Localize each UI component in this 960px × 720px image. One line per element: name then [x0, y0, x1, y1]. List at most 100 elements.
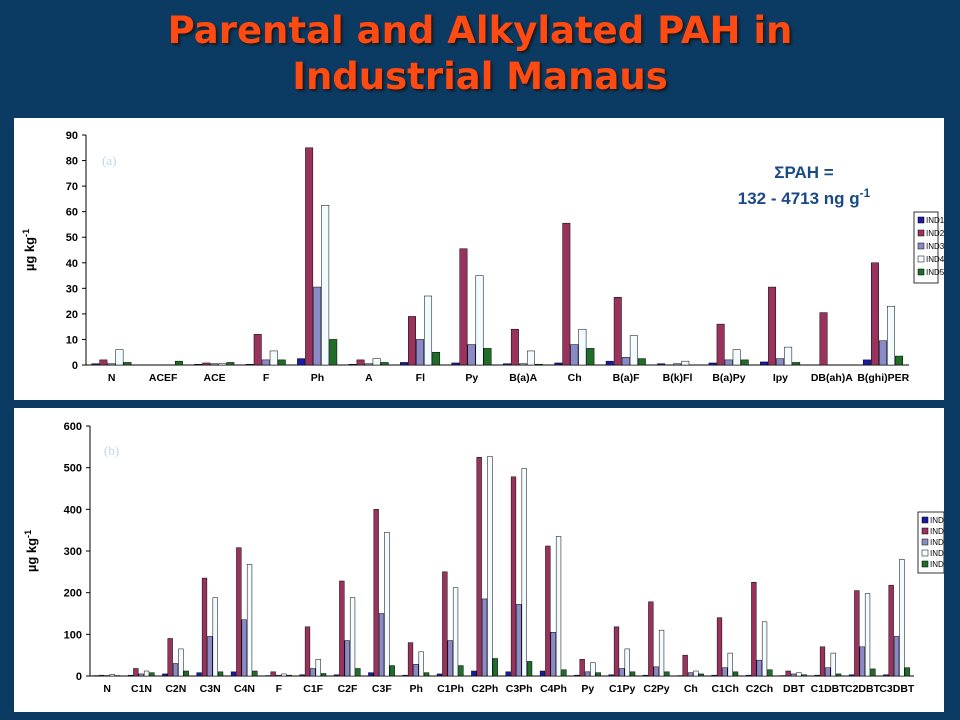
chart-b-ytick-label: 100 [64, 629, 82, 641]
chart-b-bar-ind3 [756, 659, 762, 677]
chart-b-bar-ind2 [373, 509, 379, 677]
chart-b-ytick-label: 300 [64, 546, 82, 558]
chart-a-bar-ind1 [760, 361, 769, 366]
chart-b-bar-ind5 [320, 673, 327, 677]
chart-b-bar-ind4 [830, 652, 836, 677]
chart-a-bar-ind1 [862, 359, 871, 366]
chart-b-bar-ind5 [835, 673, 842, 677]
chart-a-legend-label: IND1 [926, 216, 944, 225]
chart-a-bar-ind4 [578, 328, 587, 366]
chart-b-bar-ind5 [252, 670, 258, 677]
chart-a-category-label: B(k)Fl [663, 372, 693, 384]
chart-a-bar-ind5 [380, 362, 389, 366]
chart-b-bar-ind3 [207, 636, 213, 677]
chart-b-bar-ind5 [492, 658, 498, 677]
chart-b-bar-ind4 [143, 670, 150, 677]
chart-a-category-label: B(ghi)PER [857, 372, 909, 384]
chart-b-ytick-label: 200 [64, 588, 82, 600]
chart-a-bar-ind5 [174, 360, 183, 366]
slide-title-line2: Industrial Manaus [292, 55, 668, 98]
chart-b-bar-ind3 [138, 673, 144, 677]
chart-a-category-label: B(a)F [613, 372, 640, 384]
chart-b-bar-ind2 [133, 668, 139, 677]
chart-a-bar-ind2 [562, 222, 571, 366]
chart-b-bar-ind2 [167, 638, 173, 677]
chart-b-bar-ind3 [275, 674, 282, 677]
chart-b-bar-ind2 [510, 476, 517, 677]
chart-b-bar-ind5 [526, 661, 533, 677]
chart-b-legend: IND1 IND2 IND3 IND4 IND5 [917, 511, 944, 574]
chart-a-bar-ind2 [613, 297, 622, 366]
chart-b-category-label: Ch [684, 683, 698, 695]
chart-a-bar-ind3 [570, 344, 579, 366]
chart-a-bar-ind5 [226, 362, 235, 366]
chart-a-ytick-label: 80 [66, 156, 78, 168]
chart-b-bar-ind3 [893, 636, 900, 677]
chart-b-bar-ind5 [904, 667, 910, 677]
chart-b-bar-ind3 [722, 667, 728, 677]
chart-b-bar-ind1 [162, 673, 168, 677]
chart-b-category-label: C3F [372, 683, 392, 695]
chart-a-bar-ind5 [123, 362, 132, 366]
chart-b-bar-ind3 [859, 646, 865, 677]
chart-b-bar-ind1 [368, 672, 374, 677]
chart-b-bar-ind4 [693, 670, 699, 677]
chart-a-bar-ind5 [895, 355, 903, 366]
chart-a-bar-ind4 [475, 275, 484, 366]
chart-a-ytick-label: 50 [66, 232, 78, 244]
chart-b-category-label: C1DBT [811, 683, 847, 695]
chart-b-bar-ind5 [183, 670, 189, 677]
chart-b-category-label: Ph [409, 683, 422, 695]
chart-b-bar-ind5 [149, 672, 155, 677]
chart-a-bar-ind2 [356, 359, 365, 366]
chart-b-bar-ind5 [664, 671, 670, 677]
chart-a-category-label: B(a)A [509, 372, 537, 384]
chart-a-legend-label: IND5 [926, 268, 944, 277]
chart-a-bar-ind1 [245, 363, 254, 366]
chart-b-bar-ind2 [682, 654, 688, 677]
chart-b-bar-ind5 [767, 669, 773, 677]
chart-b-category-label: C2Py [643, 683, 669, 695]
chart-b-bar-ind1 [402, 674, 408, 677]
chart-b-y-axis-label: µg kg-1 [23, 530, 39, 572]
chart-b-bar-ind4 [452, 587, 459, 677]
chart-b-category-label: C3DBT [879, 683, 915, 695]
chart-b-bar-ind4 [349, 597, 356, 677]
chart-b-bar-ind2 [579, 659, 585, 677]
chart-a-bar-ind2 [253, 334, 262, 366]
chart-b-bar-ind1 [333, 674, 340, 677]
chart-a-bar-ind2 [768, 286, 777, 366]
chart-b-bar-ind2 [442, 571, 448, 677]
chart-a-bar-ind2 [819, 312, 828, 366]
chart-a-bar-ind3 [673, 363, 682, 366]
chart-a-category-label: A [365, 372, 373, 384]
chart-a-bar-ind5 [637, 358, 646, 366]
chart-a-bar-ind3 [364, 363, 373, 366]
chart-b-bar-ind2 [476, 457, 482, 677]
chart-b-category-label: C2N [165, 683, 186, 695]
chart-b-bar-ind2 [854, 590, 860, 677]
chart-a-category-label: Ph [311, 372, 324, 384]
chart-b-bar-ind1 [814, 674, 820, 677]
chart-b-legend-swatch [921, 538, 929, 546]
chart-b-bar-ind3 [447, 640, 453, 677]
chart-a-category-label: DB(ah)A [811, 372, 853, 384]
chart-a-bar-ind2 [202, 362, 211, 366]
chart-b-category-label: DBT [783, 683, 805, 695]
chart-b-bar-ind5 [629, 671, 636, 677]
chart-a-bar-ind2 [459, 248, 468, 366]
chart-b-bar-ind1 [574, 674, 580, 677]
chart-a-bar-ind4 [218, 363, 227, 366]
chart-b-bar-ind5 [286, 674, 292, 677]
chart-b-bar-ind4 [246, 564, 253, 677]
chart-a-y-axis-label: µg kg-1 [21, 229, 37, 271]
chart-a-bar-ind2 [305, 147, 314, 366]
slide-title: Parental and Alkylated PAH in Industrial… [0, 8, 960, 100]
chart-b-bar-ind4 [315, 659, 321, 677]
chart-a-bar-ind3 [621, 357, 630, 366]
chart-b-legend-label: IND4 [930, 549, 944, 558]
chart-b-bar-ind4 [109, 674, 115, 677]
chart-b-legend-swatch [921, 549, 929, 557]
chart-a-panel-label: (a) [102, 153, 116, 168]
chart-a-bar-ind5 [432, 351, 441, 366]
